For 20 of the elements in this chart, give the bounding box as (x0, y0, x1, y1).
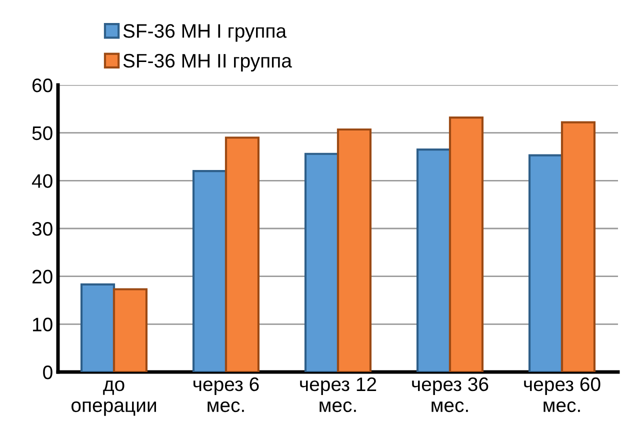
y-tick-label: 60 (32, 78, 52, 92)
x-tick-label: через 36 мес. (412, 377, 488, 412)
bar (560, 121, 596, 372)
y-tick-label: 50 (32, 126, 52, 140)
x-tick-label: через 12 мес. (300, 377, 376, 412)
bar (112, 288, 148, 372)
y-tick-label: 20 (32, 270, 52, 284)
y-tick-label: 30 (32, 222, 52, 236)
y-tick-label: 0 (43, 365, 52, 380)
bar (448, 116, 484, 372)
bar (224, 136, 260, 372)
x-tick-label: через 6 мес. (194, 377, 259, 412)
y-tick-label: 40 (32, 174, 52, 188)
legend-label: SF-36 МН II группа (123, 54, 292, 72)
x-tick-label: до операции (71, 380, 156, 416)
bar (80, 283, 116, 372)
legend-label: SF-36 МН I группа (123, 24, 287, 42)
x-tick-label: через 60 мес. (524, 377, 600, 412)
y-tick-label: 10 (32, 318, 52, 332)
bar (336, 128, 372, 372)
